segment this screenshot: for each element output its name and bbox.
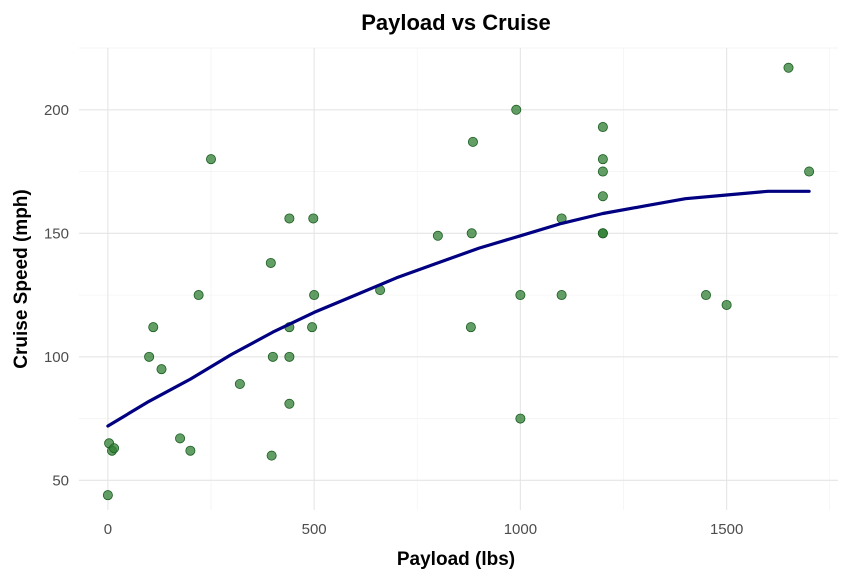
data-point [597, 228, 608, 239]
data-point [265, 257, 276, 268]
data-point [467, 136, 478, 147]
data-point [284, 213, 295, 224]
data-point [175, 433, 186, 444]
chart-title: Payload vs Cruise [361, 10, 551, 35]
data-point [783, 62, 794, 73]
data-point [701, 290, 712, 301]
data-point [266, 450, 277, 461]
data-point [156, 364, 167, 375]
y-axis-tick-labels: 50 100 150 200 [44, 102, 69, 490]
data-point [193, 290, 204, 301]
data-point [597, 166, 608, 177]
data-points [102, 62, 815, 501]
data-point [466, 228, 477, 239]
data-point [308, 213, 319, 224]
data-point [102, 490, 113, 501]
data-point [515, 290, 526, 301]
x-axis-tick-labels: 0 500 1000 1500 [104, 521, 744, 538]
data-point [804, 166, 815, 177]
data-point [597, 154, 608, 165]
y-tick-label: 200 [44, 102, 69, 119]
x-tick-label: 0 [104, 521, 112, 538]
data-point [307, 322, 318, 333]
y-axis-title: Cruise Speed (mph) [11, 189, 32, 368]
x-tick-label: 1000 [504, 521, 537, 538]
data-point [284, 351, 295, 362]
data-point [144, 351, 155, 362]
major-gridlines [79, 48, 838, 510]
data-point [185, 445, 196, 456]
x-axis-title: Payload (lbs) [397, 549, 515, 570]
y-tick-label: 50 [52, 472, 69, 489]
data-point [515, 413, 526, 424]
data-point [432, 230, 443, 241]
minor-gridlines [79, 47, 838, 510]
data-point [234, 378, 245, 389]
data-point [556, 290, 567, 301]
data-point [267, 351, 278, 362]
data-point [148, 322, 159, 333]
data-point [511, 104, 522, 115]
data-point [109, 443, 120, 454]
data-point [597, 191, 608, 202]
x-tick-label: 500 [302, 521, 327, 538]
data-point [465, 322, 476, 333]
data-point [205, 154, 216, 165]
trend-line [106, 189, 811, 428]
x-tick-label: 1500 [710, 521, 743, 538]
y-tick-label: 100 [44, 349, 69, 366]
data-point [284, 398, 295, 409]
data-point [721, 299, 732, 310]
data-point [309, 290, 320, 301]
y-tick-label: 150 [44, 225, 69, 242]
data-point [597, 122, 608, 133]
